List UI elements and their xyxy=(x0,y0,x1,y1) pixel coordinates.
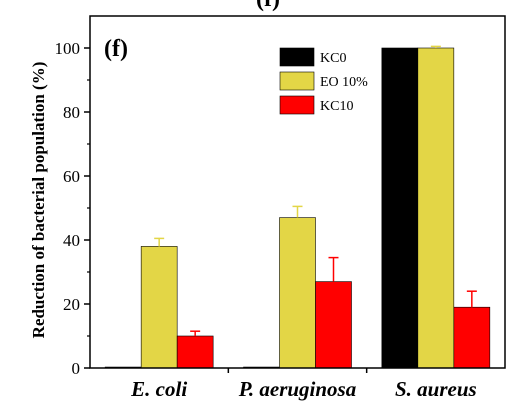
legend-swatch xyxy=(279,95,315,115)
x-tick-label: P. aeruginosa xyxy=(238,377,356,401)
top-label-text: (f) xyxy=(256,0,280,12)
y-tick-label: 20 xyxy=(63,295,80,314)
bar-eo-10--1 xyxy=(279,217,316,369)
panel-label: (f) xyxy=(104,36,128,62)
y-tick-label: 80 xyxy=(63,103,80,122)
top-partial-label: (f) xyxy=(256,0,280,12)
y-tick-label: 40 xyxy=(63,231,80,250)
legend-label: KC10 xyxy=(320,99,353,114)
legend-swatch xyxy=(279,71,315,91)
bar-kc0-2 xyxy=(381,47,419,369)
bar-kc10-2 xyxy=(453,306,491,369)
plot-frame xyxy=(89,15,506,369)
bar-eo-10--0 xyxy=(140,246,178,369)
y-tick-label: 60 xyxy=(63,167,80,186)
bar-kc10-0 xyxy=(176,335,214,369)
legend-swatch xyxy=(279,47,315,67)
legend-label: KC0 xyxy=(320,51,346,66)
y-tick-label: 100 xyxy=(55,39,81,58)
x-tick-label: S. aureus xyxy=(395,377,477,401)
legend: KC0 EO 10% KC10 xyxy=(279,47,368,115)
bar-kc10-1 xyxy=(315,281,352,369)
bars-group xyxy=(104,45,491,369)
x-tick-label: E. coli xyxy=(130,377,187,401)
legend-label: EO 10% xyxy=(320,75,368,90)
bar-eo-10--2 xyxy=(417,47,455,369)
axes-group: 0 20 40 60 80 100 E. coli P. aeruginosa S. aureu… xyxy=(55,15,506,401)
y-axis-label: Reduction of bacterial population (%) xyxy=(29,62,48,339)
y-tick-label: 0 xyxy=(72,359,81,378)
